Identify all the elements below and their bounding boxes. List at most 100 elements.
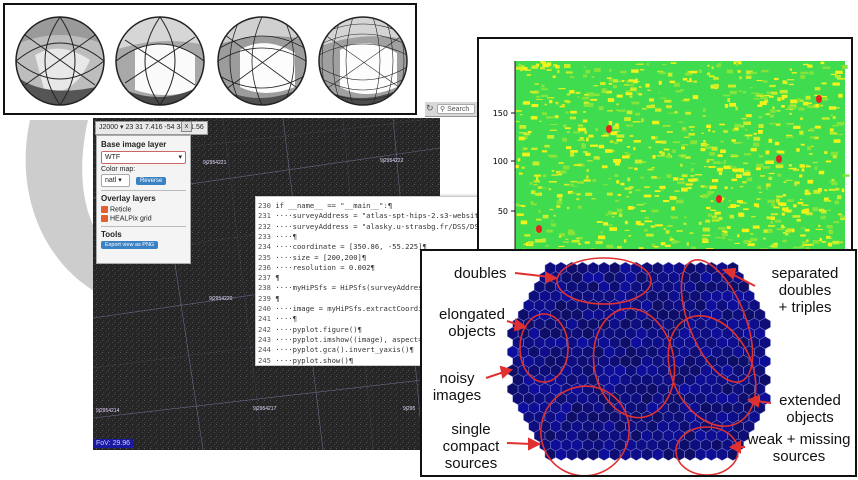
- code-line[interactable]: 244 ····pyplot.gca().invert_yaxis()¶: [258, 345, 414, 354]
- heat-texture: [760, 248, 768, 250]
- line-number: 242: [258, 324, 271, 334]
- heat-texture: [712, 215, 717, 218]
- heat-texture: [741, 228, 750, 233]
- code-line[interactable]: 242 ····pyplot.figure()¶: [258, 325, 362, 334]
- heat-texture: [759, 175, 765, 177]
- heat-texture: [549, 100, 553, 104]
- heat-texture: [743, 239, 749, 244]
- code-line[interactable]: 232 ····surveyAddress = "alasky.u-strasb…: [258, 222, 478, 231]
- heat-texture: [712, 217, 719, 221]
- checkbox-checked-icon[interactable]: [101, 215, 108, 223]
- heat-texture: [558, 198, 562, 202]
- code-line[interactable]: 237 ¶: [258, 273, 280, 282]
- heat-texture: [591, 76, 595, 78]
- heat-texture: [563, 240, 569, 243]
- code-line[interactable]: 241 ····¶: [258, 314, 297, 323]
- heat-texture: [615, 199, 620, 202]
- heat-texture: [737, 141, 743, 144]
- heat-texture: [646, 105, 653, 109]
- frame-select[interactable]: J2000: [99, 124, 119, 131]
- heat-texture: [527, 131, 532, 133]
- heat-texture: [723, 165, 732, 170]
- overlay-item-healpix[interactable]: HEALPix grid: [101, 215, 186, 223]
- heat-texture: [831, 178, 835, 183]
- heat-texture: [832, 116, 836, 120]
- overlay-item-reticle[interactable]: Reticle: [101, 206, 186, 213]
- code-line[interactable]: 239 ¶: [258, 294, 280, 303]
- code-line[interactable]: 243 ····pyplot.imshow((image), aspect=: [258, 335, 422, 344]
- tools-heading: Tools: [101, 229, 122, 239]
- heat-texture: [600, 82, 606, 86]
- heat-texture: [523, 243, 527, 246]
- heat-texture: [617, 245, 622, 249]
- colormap-select[interactable]: natl ▾: [101, 174, 130, 187]
- heat-texture: [670, 216, 678, 219]
- heat-texture: [756, 80, 763, 82]
- heat-texture: [516, 213, 524, 216]
- base-layer-select[interactable]: WTF ▾: [101, 151, 186, 164]
- heat-texture: [708, 128, 711, 132]
- heat-texture: [772, 106, 775, 109]
- heat-texture: [796, 98, 801, 102]
- code-line[interactable]: 231 ····surveyAddress = "atlas-spt-hips-…: [258, 211, 478, 220]
- reload-icon[interactable]: ↻: [426, 103, 434, 113]
- code-line[interactable]: 236 ····resolution = 0.002¶: [258, 263, 375, 272]
- reverse-button[interactable]: Reverse: [135, 177, 167, 185]
- code-line[interactable]: 235 ····size = [200,200]¶: [258, 253, 366, 262]
- overlay-label: HEALPix grid: [110, 215, 152, 223]
- code-line[interactable]: 230 if __name__ == "__main__":¶: [258, 201, 392, 210]
- heat-texture: [612, 84, 617, 89]
- heat-texture: [803, 101, 809, 106]
- close-button[interactable]: x: [181, 121, 192, 132]
- heat-texture: [617, 80, 622, 83]
- code-line[interactable]: 234 ····coordinate = [350.86, -55.225]¶: [258, 242, 427, 251]
- code-line[interactable]: 233 ····¶: [258, 232, 297, 241]
- heat-texture: [809, 136, 816, 139]
- heat-texture: [763, 237, 766, 240]
- heat-texture: [745, 128, 748, 131]
- heat-texture: [828, 188, 836, 191]
- heat-texture: [632, 121, 641, 123]
- heat-texture: [614, 174, 619, 177]
- heat-texture: [729, 214, 734, 219]
- heat-texture: [766, 91, 775, 94]
- som-hexagon-map: [485, 257, 772, 475]
- heat-texture: [581, 144, 586, 149]
- heat-texture: [707, 213, 713, 217]
- code-line[interactable]: 245 ····pyplot.show()¶: [258, 356, 353, 365]
- heat-texture: [821, 82, 827, 85]
- coordinate-bar[interactable]: J2000 ▾ 23 31 7.416 -54 34 31.56: [95, 121, 208, 135]
- heat-texture: [812, 240, 820, 244]
- heat-texture: [578, 124, 583, 127]
- export-png-button[interactable]: Export view as PNG: [101, 240, 159, 249]
- heat-texture: [605, 149, 613, 153]
- heat-texture: [716, 167, 723, 172]
- heat-texture: [683, 222, 687, 225]
- search-input[interactable]: ⚲ Search: [437, 104, 475, 114]
- heat-texture: [598, 106, 604, 111]
- heat-texture: [550, 223, 557, 227]
- line-number: 237: [258, 273, 271, 283]
- coordinate-readout: 23 31 7.416 -54 34 31.56: [125, 124, 204, 131]
- heat-texture: [651, 167, 655, 169]
- heat-texture: [570, 183, 574, 187]
- heat-texture: [730, 155, 739, 158]
- heat-texture: [583, 151, 588, 153]
- heat-texture: [662, 125, 671, 127]
- heat-texture: [655, 224, 663, 227]
- heat-texture: [634, 78, 638, 82]
- heat-texture: [765, 150, 770, 155]
- heat-texture: [669, 80, 676, 84]
- heat-texture: [656, 155, 665, 157]
- heat-texture: [583, 66, 586, 68]
- heat-texture: [834, 200, 839, 205]
- line-number: 234: [258, 242, 271, 252]
- code-line[interactable]: 240 ····image = myHiPSfs.extractCoordi: [258, 304, 422, 313]
- heat-texture: [767, 199, 775, 203]
- heat-texture: [666, 105, 672, 109]
- heat-texture: [799, 199, 803, 201]
- code-line[interactable]: 238 ····myHiPSfs = HiPSfs(surveyAddress: [258, 283, 427, 292]
- checkbox-checked-icon[interactable]: [101, 206, 108, 213]
- heat-texture: [688, 178, 696, 182]
- heat-texture: [790, 99, 798, 104]
